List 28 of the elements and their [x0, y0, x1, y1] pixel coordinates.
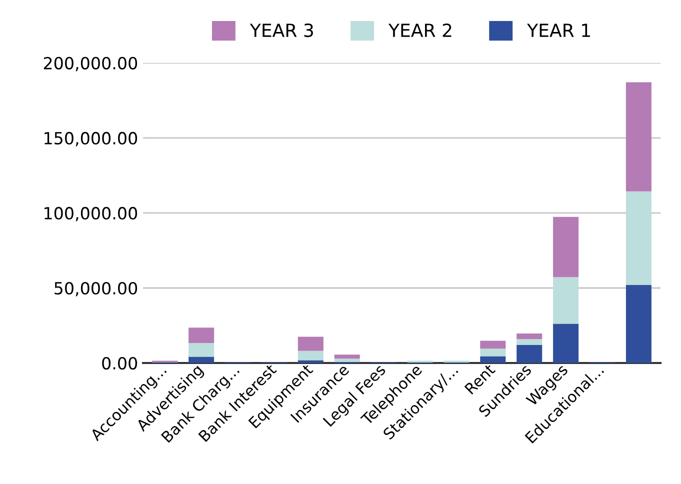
bar [334, 358, 360, 362]
bar [298, 336, 324, 351]
bar [626, 191, 652, 285]
bar [188, 328, 214, 344]
bar [626, 82, 652, 192]
bar [480, 356, 506, 363]
y-tick-label: 100,000.00 [44, 206, 138, 222]
legend-label: YEAR 2 [388, 23, 452, 37]
bar [334, 354, 360, 359]
bar [298, 350, 324, 360]
y-tick-label: 0.00 [102, 356, 138, 370]
bar [553, 277, 579, 324]
bar [188, 343, 214, 357]
y-tick-label: 200,000.00 [44, 56, 138, 72]
legend-label: YEAR 1 [527, 24, 590, 37]
bar [480, 340, 506, 349]
bar [553, 324, 579, 363]
y-tick-label: 50,000.00 [54, 282, 138, 296]
bar [516, 333, 542, 340]
bar [516, 339, 542, 345]
bar [480, 348, 506, 356]
legend-label: YEAR 3 [250, 23, 313, 38]
bar [188, 356, 214, 363]
bar [553, 216, 579, 278]
y-tick-label: 150,000.00 [44, 132, 138, 146]
bar [298, 360, 324, 363]
bar [626, 284, 652, 363]
bar [516, 344, 542, 363]
